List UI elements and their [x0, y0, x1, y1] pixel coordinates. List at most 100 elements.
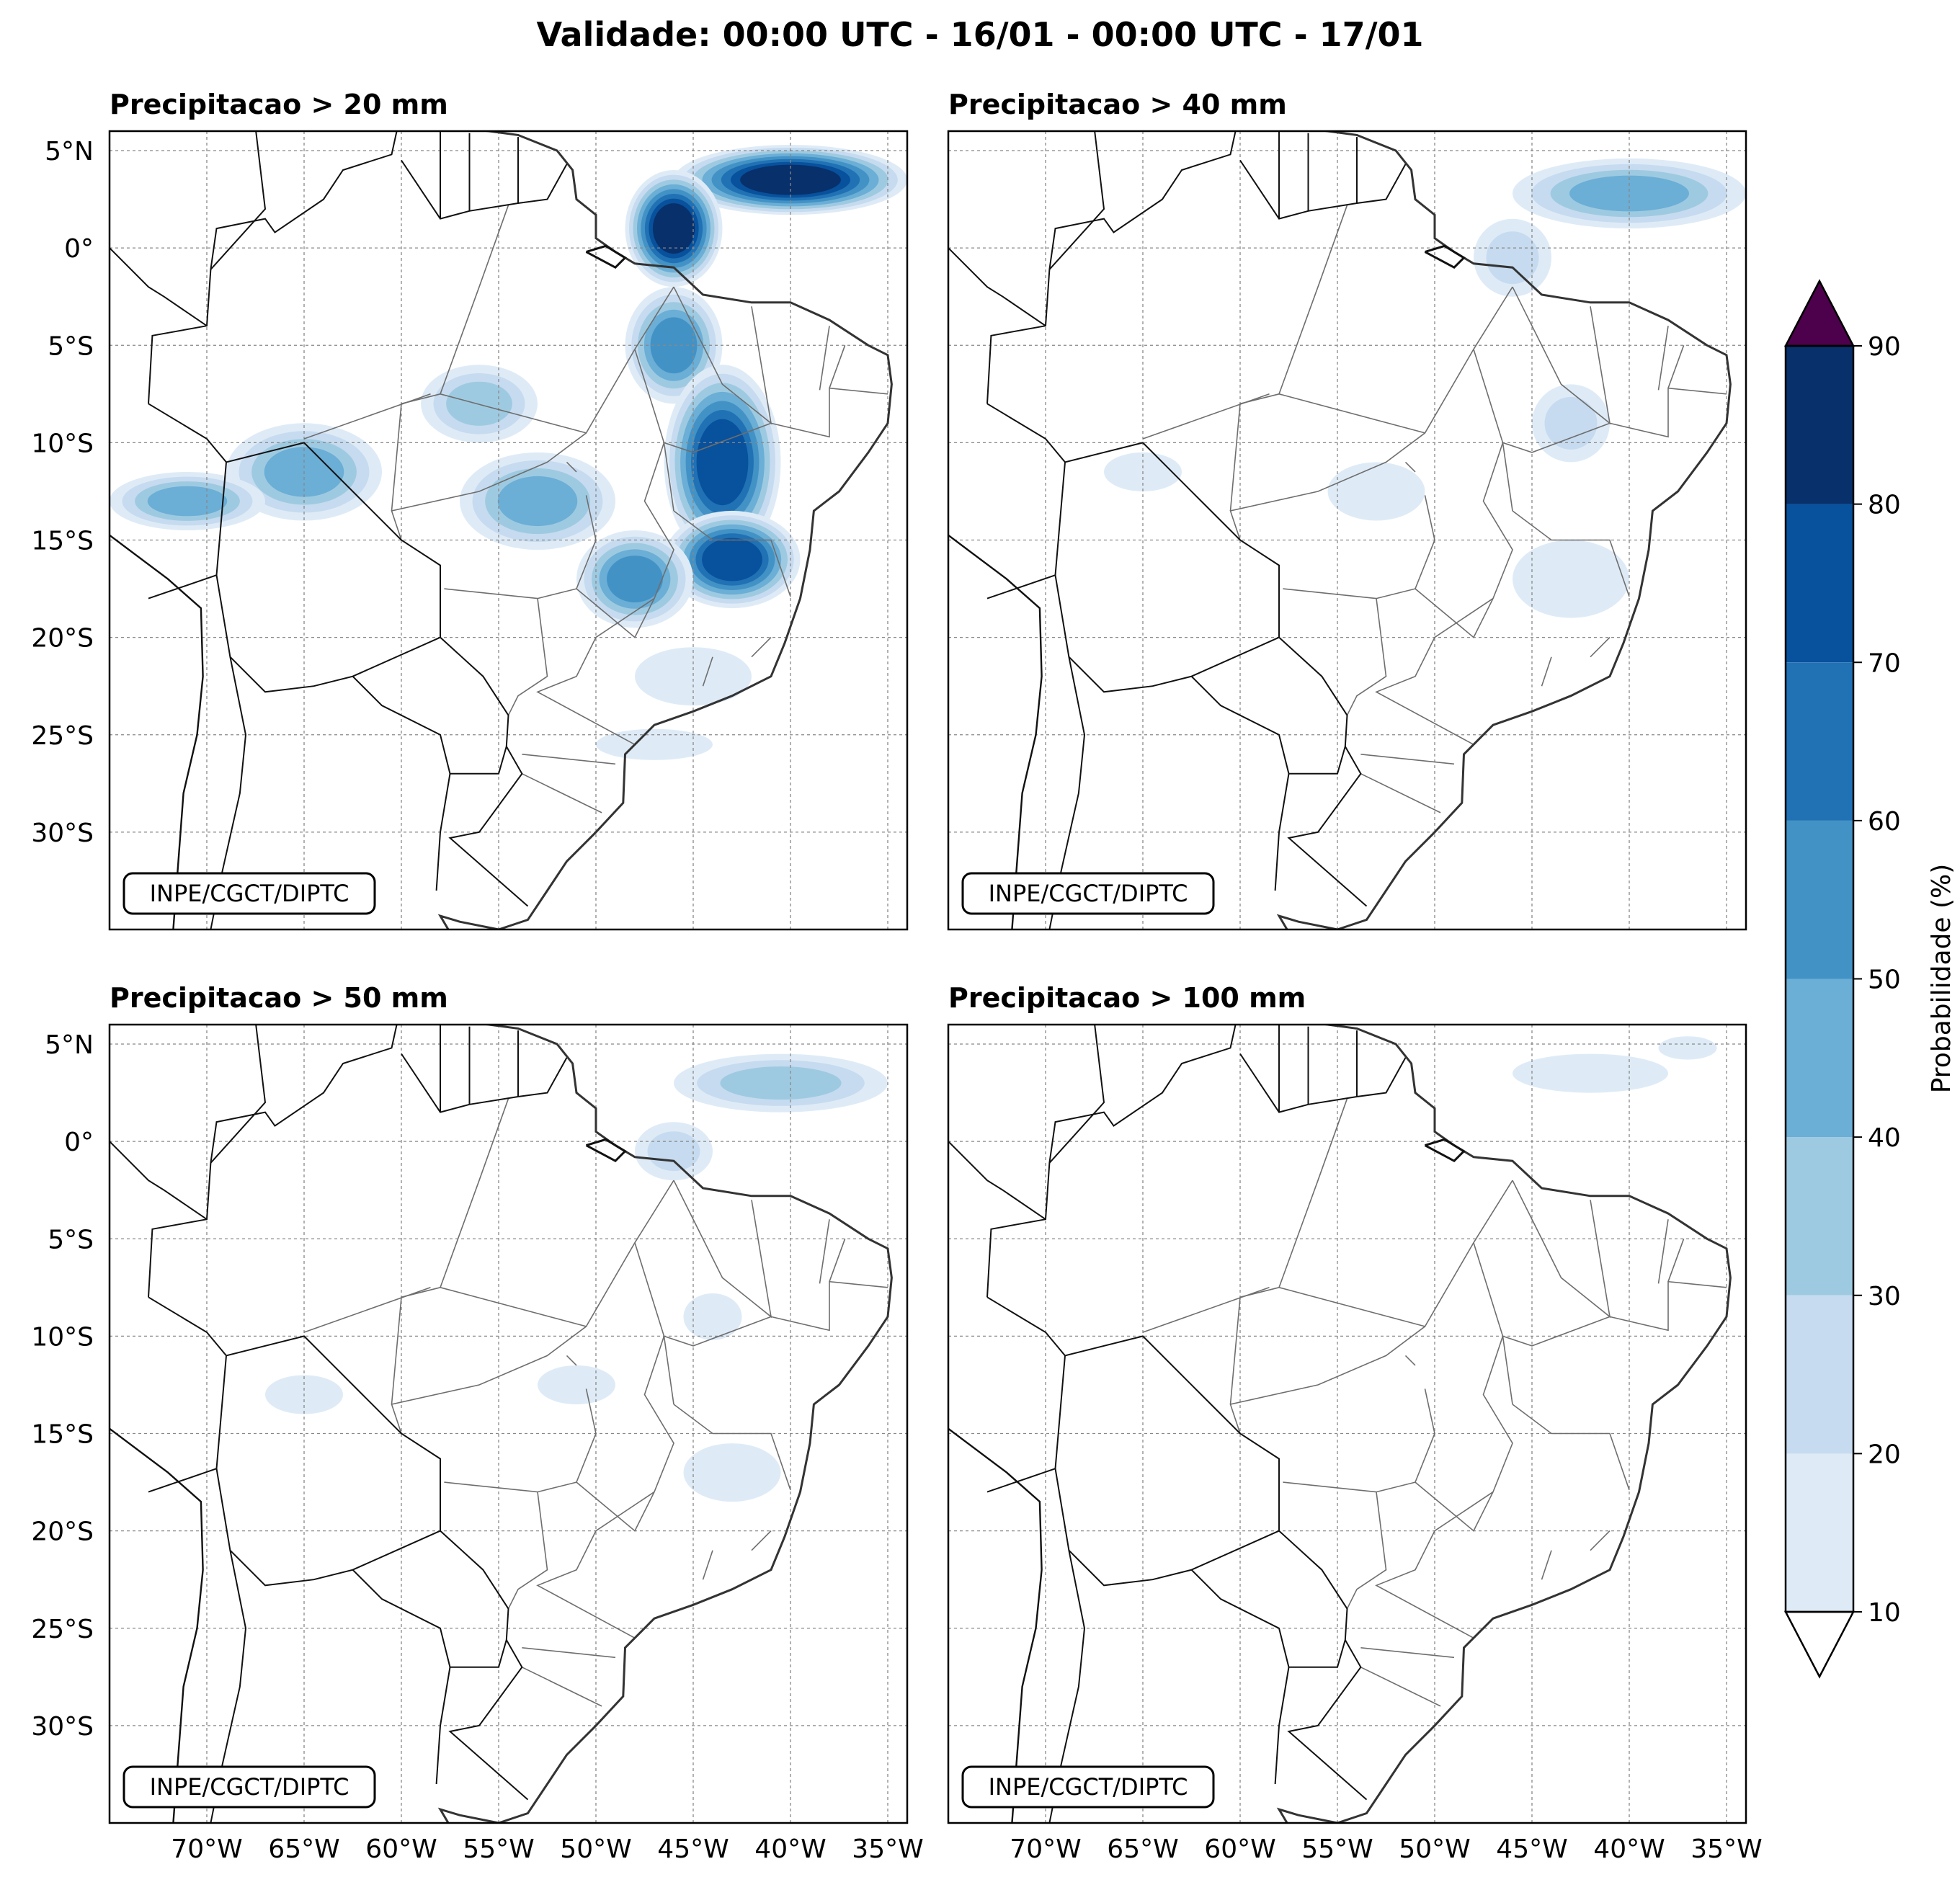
map-content [110, 1025, 907, 1823]
panel-title: Precipitacao > 50 mm [110, 982, 448, 1014]
state-border [702, 1550, 713, 1580]
country-border [986, 131, 1237, 404]
state-border [440, 205, 509, 395]
colorbar-tick-label: 60 [1868, 807, 1901, 837]
lat-tick-label: 15°S [31, 1420, 94, 1450]
country-border [1274, 1667, 1290, 1785]
state-border [829, 1239, 846, 1282]
country-border [1190, 636, 1348, 775]
lat-tick-label: 5°S [48, 331, 94, 361]
probability-contour [650, 317, 698, 374]
country-border [448, 1639, 529, 1801]
map-content [948, 131, 1746, 929]
colorbar: 10 20 30 40 50 60 70 80 90 Probabilidade (%) [1783, 279, 1956, 1679]
lat-tick-label: 20°S [31, 624, 94, 654]
graticule [110, 131, 907, 929]
credit-frame [122, 1765, 376, 1809]
lon-tick-label: 35°W [852, 1834, 923, 1864]
state-border [522, 1647, 616, 1659]
country-border [435, 773, 451, 891]
credit-label: INPE/CGCT/DIPTC [150, 1773, 349, 1801]
state-border [1657, 326, 1669, 391]
country-border [1054, 442, 1280, 693]
state-border [1512, 1180, 1611, 1319]
credit-frame [961, 872, 1215, 915]
state-border [440, 393, 587, 434]
country-border [948, 1140, 1046, 1221]
probability-contour [1513, 540, 1629, 618]
state-border [566, 1355, 577, 1366]
lon-tick-label: 55°W [463, 1834, 534, 1864]
map-frame [947, 130, 1747, 931]
credit-label: INPE/CGCT/DIPTC [150, 880, 349, 907]
country-border [1287, 1639, 1368, 1801]
lon-tick-label: 60°W [365, 1834, 437, 1864]
country-border [948, 246, 1046, 327]
probability-contour [635, 647, 752, 706]
figure-title: Validade: 00:00 UTC - 16/01 - 00:00 UTC … [536, 15, 1423, 54]
state-border [1278, 393, 1425, 434]
state-border [673, 510, 791, 597]
boundaries [110, 1025, 893, 1823]
state-border [1415, 1336, 1513, 1532]
marajo-island [1424, 244, 1466, 269]
state-border [673, 1404, 791, 1491]
lon-tick-label: 50°W [1399, 1834, 1470, 1864]
map-background [948, 131, 1746, 929]
country-border [1048, 131, 1105, 270]
map-background [948, 1025, 1746, 1823]
coastline [1276, 131, 1732, 929]
country-border [1239, 1053, 1407, 1113]
state-border [440, 1287, 587, 1327]
state-border [829, 345, 846, 388]
lon-tick-label: 55°W [1301, 1834, 1373, 1864]
probability-contour [702, 538, 762, 581]
lon-tick-label: 40°W [754, 1834, 826, 1864]
lon-tick-label: 70°W [171, 1834, 242, 1864]
colorbar-segment [1786, 1295, 1853, 1454]
colorbar-tick-label: 20 [1868, 1440, 1901, 1469]
credit-frame [122, 872, 376, 915]
probability-contour [1658, 1036, 1717, 1060]
country-border [401, 1053, 568, 1113]
country-border [148, 1025, 398, 1298]
state-border [1360, 754, 1455, 765]
probability-contour [652, 203, 695, 254]
pacific-coastline [948, 1427, 1043, 1823]
country-border [986, 1296, 1066, 1357]
state-border [770, 1280, 888, 1332]
country-border [110, 246, 208, 327]
state-border [1375, 597, 1494, 746]
state-border [576, 1336, 674, 1532]
map-frame [108, 130, 909, 931]
country-border [210, 1025, 267, 1164]
colorbar-tick-label: 10 [1868, 1598, 1901, 1628]
state-border [1278, 1287, 1425, 1327]
country-border [3, 267, 110, 336]
credit-label: INPE/CGCT/DIPTC [989, 1773, 1188, 1801]
lon-tick-label: 45°W [657, 1834, 729, 1864]
lon-tick-label: 70°W [1010, 1834, 1081, 1864]
probability-contour [1486, 231, 1539, 285]
country-border [215, 1335, 441, 1587]
state-border [1404, 461, 1416, 473]
map-frame [108, 1023, 909, 1824]
probability-contour [147, 486, 228, 517]
map-panel-1: Precipitacao > 20 mm INPE/CGCT/DIPTC 5°N 0°… [3, 89, 909, 931]
pacific-coastline [110, 534, 204, 929]
country-border [1287, 746, 1368, 907]
lat-tick-label: 20°S [31, 1517, 94, 1547]
country-border [1054, 1335, 1280, 1587]
lon-tick-label: 45°W [1496, 1834, 1567, 1864]
state-border [770, 387, 888, 438]
state-border [1360, 1647, 1455, 1659]
graticule [110, 1025, 907, 1823]
probability-contour [696, 419, 749, 506]
state-border [1512, 510, 1630, 597]
colorbar-tick-label: 80 [1868, 491, 1901, 520]
country-border [1239, 159, 1407, 220]
state-border [522, 773, 602, 813]
lat-tick-label: 5°N [45, 137, 94, 166]
country-border [1048, 1025, 1105, 1164]
panel-title: Precipitacao > 100 mm [948, 982, 1306, 1014]
